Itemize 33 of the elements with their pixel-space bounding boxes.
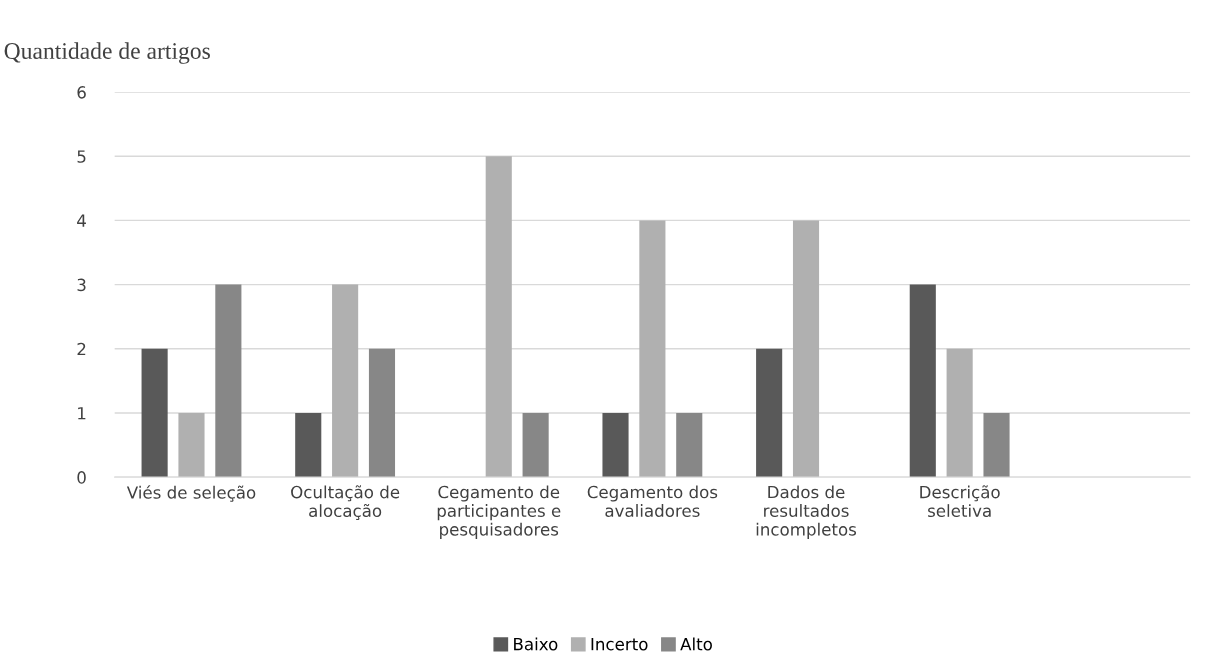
y-tick-label: 2 — [77, 342, 86, 356]
bar — [522, 412, 549, 478]
x-tick-label: Cegamento dos avaliadores — [587, 485, 718, 518]
y-tick-label: 3 — [77, 278, 86, 292]
x-tick-label: Dados de resultados incompletos — [756, 485, 857, 539]
y-tick-label: 1 — [78, 407, 86, 420]
bar — [295, 412, 322, 478]
x-tick-label: Viés de seleção — [126, 485, 256, 502]
y-tick-label: 4 — [77, 214, 86, 227]
bar — [983, 412, 1010, 478]
bar — [215, 284, 242, 478]
x-tick-label: Descrição seletiva — [920, 485, 1000, 518]
bar — [141, 348, 168, 478]
bar — [676, 412, 703, 478]
bar — [946, 348, 973, 478]
x-tick-label: Ocultação de alocação — [291, 485, 400, 521]
y-tick-label: 5 — [77, 150, 86, 163]
bar — [639, 220, 666, 478]
bar — [332, 284, 359, 478]
legend-label: Baixo — [514, 637, 558, 651]
bar — [792, 220, 820, 478]
bar — [178, 412, 205, 478]
legend-label: Incerto — [591, 638, 648, 651]
legend-label: Alto — [680, 637, 712, 651]
bar — [368, 348, 396, 478]
bar — [909, 284, 936, 478]
bar — [485, 156, 512, 478]
chart-title: Quantidade de artigos — [4, 42, 210, 64]
x-tick-label: Cegamento de participantes e pesquisadores — [437, 485, 561, 539]
bar — [602, 412, 629, 478]
y-tick-label: 6 — [77, 86, 86, 99]
y-tick-label: 0 — [77, 471, 86, 484]
bar — [756, 348, 783, 478]
